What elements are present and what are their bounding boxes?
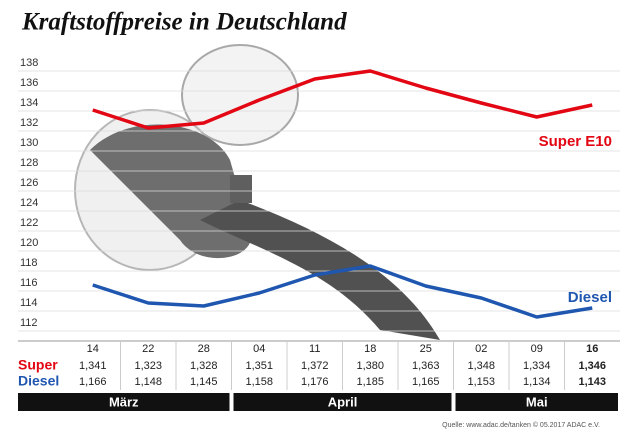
y-tick-label: 116 — [20, 277, 38, 289]
row-label: Super — [18, 357, 58, 373]
chart-title: Kraftstoffpreise in Deutschland — [21, 9, 347, 36]
value-label: 1,348 — [467, 360, 495, 372]
month-bar — [455, 393, 618, 411]
y-tick-label: 120 — [20, 237, 38, 249]
source: Quelle: www.adac.de/tanken © 05.2017 ADA… — [442, 421, 600, 429]
month-bar — [18, 393, 230, 411]
month-label: Mai — [526, 394, 548, 409]
x-tick-label: 18 — [364, 343, 376, 355]
value-label: 1,176 — [301, 376, 329, 388]
y-tick-label: 130 — [20, 137, 38, 149]
y-tick-label: 132 — [20, 117, 38, 129]
y-tick-label: 128 — [20, 157, 38, 169]
line — [92, 69, 593, 130]
x-tick-label: 09 — [531, 343, 543, 355]
y-tick-label: 124 — [20, 197, 38, 209]
value-label: 1,185 — [356, 376, 384, 388]
pump-illustration — [74, 44, 440, 340]
month-bar — [233, 393, 452, 411]
value-label: 1,153 — [467, 376, 495, 388]
series-label: Super E10 — [539, 133, 612, 150]
value-label: 1,323 — [134, 360, 162, 372]
x-tick-label: 14 — [87, 343, 99, 355]
line — [92, 264, 593, 319]
value-label: 1,166 — [79, 376, 107, 388]
value-label: 1,334 — [523, 360, 551, 372]
value-label: 1,143 — [578, 376, 606, 388]
y-tick-label: 118 — [20, 257, 38, 269]
y-tick-label: 126 — [20, 177, 38, 189]
y-tick-label: 134 — [20, 97, 38, 109]
value-label: 1,380 — [356, 360, 384, 372]
value-label: 1,148 — [134, 376, 162, 388]
month-label: April — [328, 394, 358, 409]
y-tick-label: 138 — [20, 57, 38, 69]
y-tick-label: 136 — [20, 77, 38, 89]
y-tick-label: 114 — [20, 297, 38, 309]
value-label: 1,134 — [523, 376, 551, 388]
x-tick-label: 11 — [309, 343, 320, 355]
x-tick-label: 25 — [420, 343, 432, 355]
series-label: Diesel — [568, 289, 612, 306]
value-label: 1,145 — [190, 376, 218, 388]
x-tick-label: 16 — [586, 343, 598, 355]
value-label: 1,165 — [412, 376, 440, 388]
y-tick-label: 112 — [20, 317, 38, 329]
x-tick-label: 22 — [142, 343, 154, 355]
value-label: 1,351 — [245, 360, 273, 372]
y-tick-label: 122 — [20, 217, 38, 229]
value-label: 1,363 — [412, 360, 440, 372]
value-label: 1,341 — [79, 360, 107, 372]
x-tick-label: 02 — [475, 343, 487, 355]
x-tick-label: 04 — [253, 343, 265, 355]
month-label: März — [109, 394, 139, 409]
value-label: 1,372 — [301, 360, 329, 372]
value-label: 1,158 — [245, 376, 273, 388]
row-label: Diesel — [18, 373, 59, 389]
value-label: 1,328 — [190, 360, 218, 372]
value-label: 1,346 — [578, 360, 606, 372]
x-tick-label: 28 — [198, 343, 210, 355]
